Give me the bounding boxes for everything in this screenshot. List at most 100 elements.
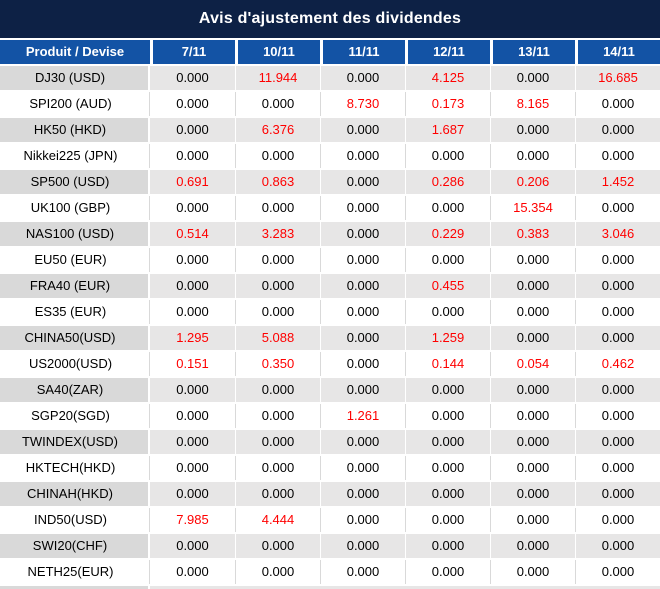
table-row: DJ30 (USD) 0.000 11.944 0.000 4.125 0.000 16.6…	[0, 66, 660, 90]
value-cell: 0.000	[150, 144, 235, 168]
product-cell: FRA40 (EUR)	[0, 274, 150, 298]
value-cell: 0.000	[150, 430, 235, 454]
product-cell: SGP20(SGD)	[0, 404, 150, 428]
table-row: SWI20(CHF) 0.000 0.000 0.000 0.000 0.000 0.000	[0, 534, 660, 558]
value-cell: 0.000	[235, 560, 320, 584]
product-cell: CHINA50(USD)	[0, 326, 150, 350]
value-cell: 0.000	[490, 118, 575, 142]
table-row: SGP20(SGD) 0.000 0.000 1.261 0.000 0.000 0.000	[0, 404, 660, 428]
value-cell: 1.259	[405, 326, 490, 350]
value-cell: 0.000	[320, 378, 405, 402]
value-cell: 3.046	[575, 222, 660, 246]
value-cell: 0.000	[150, 456, 235, 480]
value-cell: 0.000	[150, 66, 235, 90]
value-cell: 0.000	[575, 560, 660, 584]
value-cell: 6.376	[235, 118, 320, 142]
value-cell: 1.295	[150, 326, 235, 350]
value-cell: 0.000	[490, 456, 575, 480]
value-cell: 0.000	[320, 482, 405, 506]
value-cell: 0.000	[320, 534, 405, 558]
value-cell: 0.000	[235, 248, 320, 272]
value-cell: 0.000	[575, 274, 660, 298]
value-cell: 0.000	[575, 378, 660, 402]
value-cell: 0.000	[575, 300, 660, 324]
product-cell: NETH25(EUR)	[0, 560, 150, 584]
value-cell: 8.165	[490, 92, 575, 116]
value-cell: 0.000	[405, 248, 490, 272]
column-header-date-1: 10/11	[235, 40, 320, 64]
value-cell: 0.000	[235, 300, 320, 324]
value-cell: 0.000	[575, 430, 660, 454]
column-header-date-0: 7/11	[150, 40, 235, 64]
value-cell: 3.283	[235, 222, 320, 246]
product-cell: SP500 (USD)	[0, 170, 150, 194]
product-cell: UK100 (GBP)	[0, 196, 150, 220]
value-cell: 0.000	[490, 482, 575, 506]
value-cell: 0.000	[320, 196, 405, 220]
product-cell: NAS100 (USD)	[0, 222, 150, 246]
value-cell: 0.000	[235, 144, 320, 168]
page-title: Avis d'ajustement des dividendes	[198, 10, 462, 27]
value-cell: 0.000	[150, 404, 235, 428]
value-cell: 0.000	[150, 118, 235, 142]
table-row: TWINDEX(USD) 0.000 0.000 0.000 0.000 0.000 0.0…	[0, 430, 660, 454]
table-row: Nikkei225 (JPN) 0.000 0.000 0.000 0.000 0.000…	[0, 144, 660, 168]
value-cell: 0.173	[405, 92, 490, 116]
value-cell: 0.000	[320, 222, 405, 246]
value-cell: 0.000	[405, 404, 490, 428]
value-cell: 0.000	[235, 274, 320, 298]
value-cell: 0.000	[405, 144, 490, 168]
value-cell: 0.000	[150, 92, 235, 116]
product-cell: SA40(ZAR)	[0, 378, 150, 402]
column-header-product: Produit / Devise	[0, 40, 150, 64]
value-cell: 0.000	[320, 300, 405, 324]
table-row: SA40(ZAR) 0.000 0.000 0.000 0.000 0.000 0.000	[0, 378, 660, 402]
product-cell: HKTECH(HKD)	[0, 456, 150, 480]
value-cell: 0.383	[490, 222, 575, 246]
table-row: HK50 (HKD) 0.000 6.376 0.000 1.687 0.000 0.000	[0, 118, 660, 142]
value-cell: 0.000	[150, 560, 235, 584]
value-cell: 0.350	[235, 352, 320, 376]
value-cell: 0.000	[405, 300, 490, 324]
value-cell: 0.144	[405, 352, 490, 376]
value-cell: 0.000	[150, 248, 235, 272]
value-cell: 1.261	[320, 404, 405, 428]
table-row: US2000(USD) 0.151 0.350 0.000 0.144 0.054 0.46…	[0, 352, 660, 376]
value-cell: 0.000	[405, 456, 490, 480]
value-cell: 0.206	[490, 170, 575, 194]
value-cell: 0.000	[405, 196, 490, 220]
product-cell: TWINDEX(USD)	[0, 430, 150, 454]
table-header-row: Produit / Devise 7/11 10/11 11/11 12/11 13/1…	[0, 40, 660, 64]
value-cell: 0.000	[320, 352, 405, 376]
value-cell: 0.462	[575, 352, 660, 376]
product-cell: SWI20(CHF)	[0, 534, 150, 558]
value-cell: 0.000	[575, 144, 660, 168]
value-cell: 0.000	[320, 430, 405, 454]
value-cell: 0.000	[405, 430, 490, 454]
product-cell: HK50 (HKD)	[0, 118, 150, 142]
table-row: ES35 (EUR) 0.000 0.000 0.000 0.000 0.000 0.000	[0, 300, 660, 324]
value-cell: 0.000	[320, 118, 405, 142]
value-cell: 0.229	[405, 222, 490, 246]
product-cell: US2000(USD)	[0, 352, 150, 376]
value-cell: 16.685	[575, 66, 660, 90]
column-header-date-2: 11/11	[320, 40, 405, 64]
value-cell: 0.000	[490, 534, 575, 558]
table-row: HKTECH(HKD) 0.000 0.000 0.000 0.000 0.000 0.00…	[0, 456, 660, 480]
value-cell: 0.000	[490, 326, 575, 350]
value-cell: 0.000	[150, 482, 235, 506]
value-cell: 0.000	[575, 404, 660, 428]
table-row: FRA40 (EUR) 0.000 0.000 0.000 0.455 0.000 0.00…	[0, 274, 660, 298]
value-cell: 4.444	[235, 508, 320, 532]
value-cell: 0.000	[490, 300, 575, 324]
table-row: CHINAH(HKD) 0.000 0.000 0.000 0.000 0.000 0.00…	[0, 482, 660, 506]
value-cell: 0.863	[235, 170, 320, 194]
value-cell: 0.000	[150, 378, 235, 402]
value-cell: 7.985	[150, 508, 235, 532]
value-cell: 0.000	[575, 118, 660, 142]
value-cell: 0.000	[575, 326, 660, 350]
value-cell: 0.000	[490, 248, 575, 272]
value-cell: 0.000	[575, 508, 660, 532]
table-row: CHINA50(USD) 1.295 5.088 0.000 1.259 0.000 0.0…	[0, 326, 660, 350]
